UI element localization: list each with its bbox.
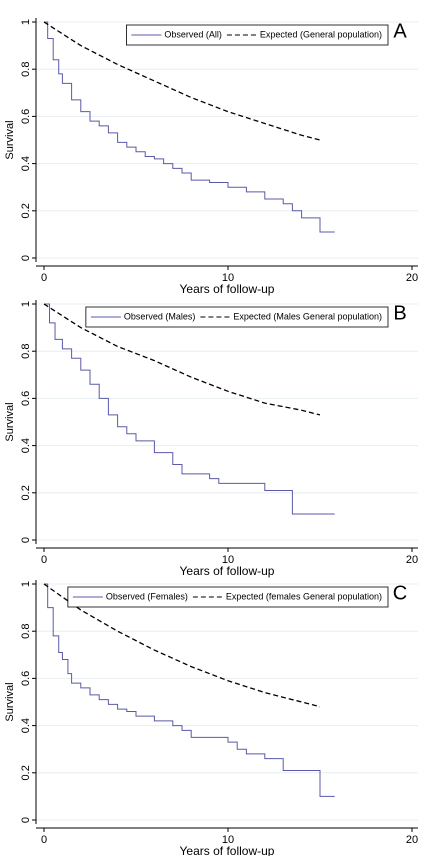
panel-letter: C bbox=[393, 582, 407, 604]
y-tick-label: 0 bbox=[20, 537, 32, 543]
x-tick-label: 20 bbox=[406, 554, 418, 566]
legend-label: Observed (Males) bbox=[124, 311, 196, 321]
y-tick-label: 0.8 bbox=[20, 62, 32, 77]
x-axis-title: Years of follow-up bbox=[180, 844, 275, 856]
x-tick-label: 0 bbox=[41, 554, 47, 566]
y-tick-label: 0 bbox=[20, 255, 32, 261]
y-tick-label: 0.4 bbox=[20, 718, 32, 733]
x-tick-label: 10 bbox=[222, 554, 234, 566]
x-tick-label: 0 bbox=[41, 272, 47, 284]
y-axis-title: Survival bbox=[4, 120, 16, 159]
series-line bbox=[43, 583, 321, 708]
legend-label: Expected (Males General population) bbox=[233, 311, 382, 321]
y-tick-label: 0.2 bbox=[20, 203, 32, 218]
y-tick-label: 0.8 bbox=[20, 344, 32, 359]
legend-label: Expected (females General population) bbox=[226, 591, 382, 601]
y-tick-label: 0.8 bbox=[20, 624, 32, 639]
x-tick-label: 20 bbox=[406, 834, 418, 846]
x-tick-label: 0 bbox=[41, 834, 47, 846]
y-tick-label: 0.2 bbox=[20, 765, 32, 780]
y-tick-label: 0.6 bbox=[20, 391, 32, 406]
y-tick-label: 0.6 bbox=[20, 109, 32, 124]
series-line bbox=[43, 303, 321, 416]
legend: Observed (All) Expected (General populati… bbox=[126, 24, 389, 46]
series-line bbox=[44, 583, 335, 797]
y-tick-label: 0.4 bbox=[20, 156, 32, 171]
y-tick-label: 0.2 bbox=[20, 485, 32, 500]
legend: Observed (Females) Expected (females Gene… bbox=[67, 586, 389, 608]
y-tick-label: 0.6 bbox=[20, 671, 32, 686]
y-tick-label: 0.4 bbox=[20, 438, 32, 453]
x-tick-label: 10 bbox=[222, 272, 234, 284]
legend-box bbox=[67, 586, 389, 608]
legend-box bbox=[85, 306, 389, 328]
legend-box bbox=[126, 24, 389, 46]
panel-letter: A bbox=[393, 20, 407, 42]
x-tick-label: 20 bbox=[406, 272, 418, 284]
y-tick-label: 0 bbox=[20, 817, 32, 823]
series-line bbox=[44, 303, 335, 515]
y-tick-label: 1 bbox=[20, 301, 32, 307]
legend-label: Observed (All) bbox=[164, 29, 222, 39]
y-tick-label: 1 bbox=[20, 19, 32, 25]
series-line bbox=[43, 21, 321, 141]
legend: Observed (Males) Expected (Males General … bbox=[85, 306, 389, 328]
x-tick-label: 10 bbox=[222, 834, 234, 846]
x-axis-title: Years of follow-up bbox=[180, 282, 275, 296]
legend-label: Expected (General population) bbox=[260, 29, 382, 39]
x-axis-title: Years of follow-up bbox=[180, 564, 275, 578]
y-axis-title: Survival bbox=[4, 402, 16, 441]
panel-letter: B bbox=[393, 302, 406, 324]
series-line bbox=[44, 21, 335, 233]
y-axis-title: Survival bbox=[4, 682, 16, 721]
y-tick-label: 1 bbox=[20, 581, 32, 587]
legend-label: Observed (Females) bbox=[106, 591, 188, 601]
